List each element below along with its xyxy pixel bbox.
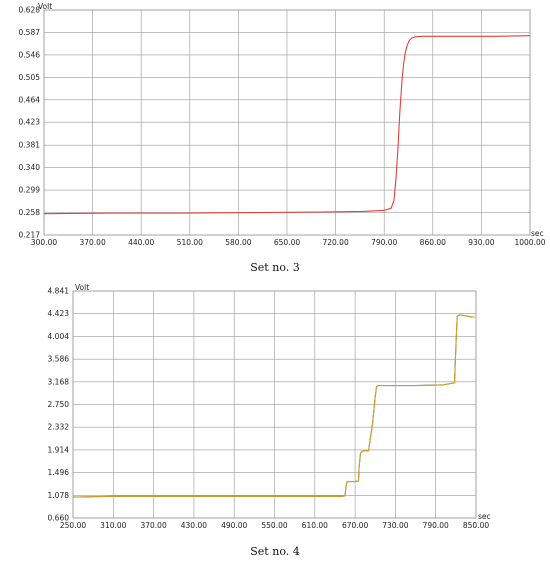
- y-unit-label-set-3: Volt: [38, 2, 52, 11]
- chart-set-3: 0.628 0.587 0.546 0.505 0.464 0.423 0.381 0.340…: [19, 2, 546, 274]
- x-tick-label: 790.00: [371, 238, 397, 247]
- x-tick-label: 550.00: [261, 521, 287, 530]
- series-line-set-4-1: [72, 314, 475, 498]
- y-tick-label: 0.587: [19, 28, 41, 37]
- y-tick-label: 0.546: [19, 50, 41, 59]
- x-tick-label: 370.00: [79, 238, 105, 247]
- x-tick-label: 370.00: [140, 521, 166, 530]
- x-tick-label: 790.00: [423, 521, 449, 530]
- x-tick-label: 1000.00: [514, 238, 545, 247]
- caption-set-3: Set no. 3: [250, 261, 299, 274]
- x-tick-labels-set-3: 300.00 370.00 440.00 510.00 580.00 650.00 720.…: [31, 238, 546, 247]
- x-tick-label: 720.00: [322, 238, 348, 247]
- x-tick-label: 930.00: [468, 238, 494, 247]
- y-tick-label: 0.217: [19, 231, 41, 240]
- y-tick-label: 3.586: [48, 355, 70, 364]
- y-tick-label: 0.628: [19, 6, 41, 15]
- y-tick-label: 2.750: [48, 400, 70, 409]
- series-set-3: [43, 35, 531, 215]
- x-tick-label: 440.00: [128, 238, 154, 247]
- chart-set-4: 4.841 4.423 4.004 3.586 3.168 2.750 2.332 1.914…: [48, 283, 491, 558]
- y-tick-label: 0.381: [19, 141, 41, 150]
- y-tick-label: 0.423: [19, 118, 41, 127]
- x-tick-label: 650.00: [274, 238, 300, 247]
- series-line-set-3-0: [43, 35, 531, 215]
- y-tick-label: 0.340: [19, 163, 41, 172]
- caption-set-4: Set no. 4: [250, 545, 299, 558]
- y-tick-label: 4.004: [48, 332, 70, 341]
- x-tick-label: 310.00: [100, 521, 126, 530]
- x-tick-label: 860.00: [420, 238, 446, 247]
- y-tick-label: 1.078: [48, 491, 70, 500]
- y-tick-label: 2.332: [48, 423, 70, 432]
- x-tick-labels-set-4: 250.00 310.00 370.00 430.00 490.00 550.00 610.…: [60, 521, 489, 530]
- y-tick-labels-set-4: 4.841 4.423 4.004 3.586 3.168 2.750 2.332 1.914…: [48, 287, 70, 523]
- y-tick-label: 4.841: [48, 287, 70, 296]
- x-tick-label: 430.00: [181, 521, 207, 530]
- grid-set-4: [72, 290, 477, 519]
- x-tick-label: 850.00: [463, 521, 489, 530]
- x-tick-label: 490.00: [221, 521, 247, 530]
- x-tick-label: 300.00: [31, 238, 57, 247]
- x-tick-label: 670.00: [342, 521, 368, 530]
- y-tick-labels-set-3: 0.628 0.587 0.546 0.505 0.464 0.423 0.381 0.340…: [19, 6, 41, 240]
- x-tick-label: 730.00: [382, 521, 408, 530]
- y-tick-label: 0.660: [48, 514, 70, 523]
- y-tick-label: 3.168: [48, 377, 70, 386]
- y-tick-label: 4.423: [48, 309, 70, 318]
- y-tick-label: 1.496: [48, 468, 70, 477]
- x-unit-label-set-4: sec: [478, 512, 491, 521]
- y-tick-label: 0.464: [19, 95, 41, 104]
- y-unit-label-set-4: Volt: [75, 283, 89, 292]
- y-tick-label: 0.299: [19, 186, 41, 195]
- x-unit-label-set-3: sec: [531, 229, 544, 238]
- series-set-4: [72, 314, 475, 498]
- x-tick-label: 580.00: [225, 238, 251, 247]
- x-tick-label: 510.00: [177, 238, 203, 247]
- x-tick-label: 610.00: [302, 521, 328, 530]
- y-tick-label: 0.505: [19, 73, 41, 82]
- y-tick-label: 1.914: [48, 445, 70, 454]
- x-tick-label: 250.00: [60, 521, 86, 530]
- y-tick-label: 0.258: [19, 208, 41, 217]
